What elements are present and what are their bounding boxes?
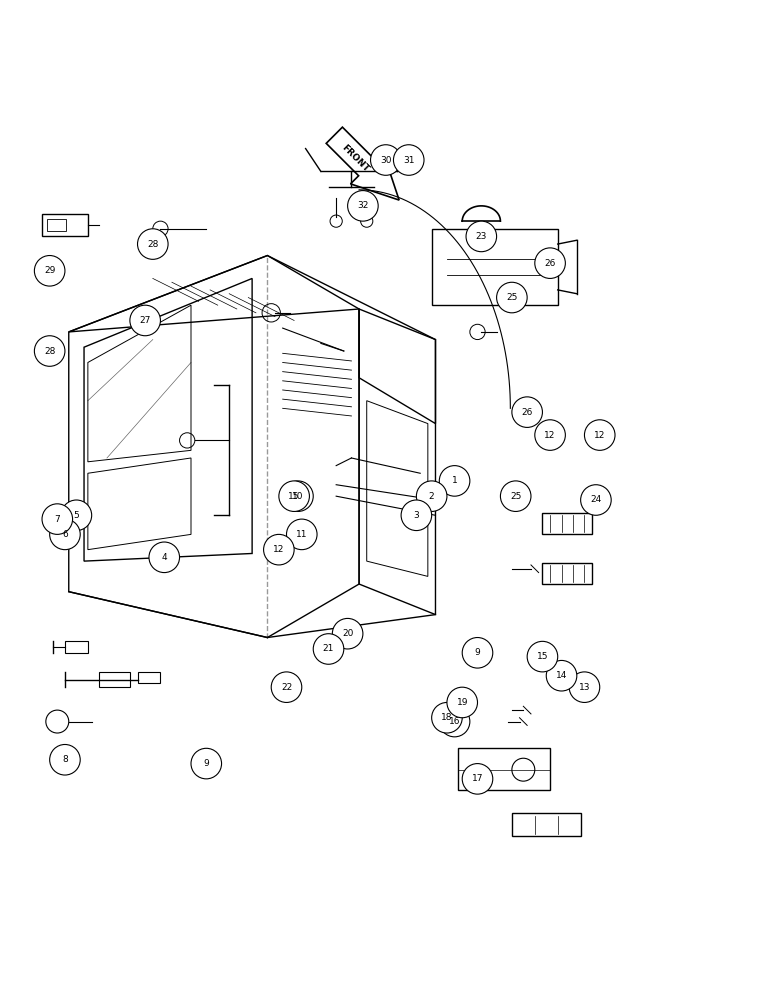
Circle shape — [61, 500, 92, 531]
Circle shape — [50, 744, 80, 775]
Text: 26: 26 — [522, 408, 533, 417]
Text: 10: 10 — [292, 492, 304, 501]
Circle shape — [432, 702, 462, 733]
Circle shape — [279, 481, 309, 511]
Circle shape — [286, 519, 317, 550]
Text: 11: 11 — [296, 530, 308, 539]
Circle shape — [264, 534, 294, 565]
Text: 13: 13 — [578, 683, 591, 692]
Circle shape — [546, 660, 577, 691]
Circle shape — [138, 229, 168, 259]
Text: 18: 18 — [441, 713, 453, 722]
Text: 32: 32 — [358, 201, 368, 210]
Text: 12: 12 — [274, 545, 284, 554]
Circle shape — [393, 145, 424, 175]
Text: 3: 3 — [413, 511, 419, 520]
Text: 25: 25 — [507, 293, 517, 302]
Circle shape — [500, 481, 531, 511]
Text: 7: 7 — [54, 515, 60, 524]
Circle shape — [416, 481, 447, 511]
Text: 28: 28 — [147, 240, 158, 249]
Text: 12: 12 — [594, 431, 605, 440]
Circle shape — [584, 420, 615, 450]
Circle shape — [283, 481, 313, 511]
Circle shape — [401, 500, 432, 531]
Text: FRONT: FRONT — [340, 143, 371, 174]
Circle shape — [527, 641, 558, 672]
Text: 17: 17 — [471, 774, 484, 783]
Text: 30: 30 — [380, 156, 392, 165]
Circle shape — [191, 748, 222, 779]
Circle shape — [466, 221, 497, 252]
Text: 21: 21 — [323, 644, 334, 653]
Circle shape — [497, 282, 527, 313]
Circle shape — [462, 764, 493, 794]
Text: 5: 5 — [73, 511, 79, 520]
Text: 8: 8 — [62, 755, 68, 764]
Circle shape — [42, 504, 73, 534]
Text: 29: 29 — [44, 266, 55, 275]
Text: 25: 25 — [510, 492, 521, 501]
Circle shape — [512, 397, 542, 427]
Text: 22: 22 — [281, 683, 292, 692]
Text: 9: 9 — [203, 759, 209, 768]
Circle shape — [581, 485, 611, 515]
Circle shape — [50, 519, 80, 550]
Circle shape — [535, 248, 565, 278]
Circle shape — [34, 336, 65, 366]
Circle shape — [34, 256, 65, 286]
Text: 31: 31 — [403, 156, 415, 165]
Circle shape — [535, 420, 565, 450]
Circle shape — [348, 191, 378, 221]
Circle shape — [569, 672, 600, 702]
Text: 9: 9 — [474, 648, 481, 657]
Circle shape — [149, 542, 180, 573]
Circle shape — [439, 706, 470, 737]
Circle shape — [332, 618, 363, 649]
Text: 12: 12 — [545, 431, 555, 440]
Text: 24: 24 — [591, 495, 601, 504]
Text: 14: 14 — [556, 671, 567, 680]
Text: 1: 1 — [452, 476, 458, 485]
Text: 4: 4 — [161, 553, 167, 562]
Text: 15: 15 — [536, 652, 549, 661]
Text: 27: 27 — [140, 316, 151, 325]
Text: 2: 2 — [429, 492, 435, 501]
Circle shape — [371, 145, 401, 175]
Circle shape — [447, 687, 478, 718]
Text: 26: 26 — [545, 259, 555, 268]
Circle shape — [439, 466, 470, 496]
Text: 6: 6 — [62, 530, 68, 539]
Circle shape — [130, 305, 160, 336]
Circle shape — [462, 638, 493, 668]
Circle shape — [313, 634, 344, 664]
Text: 23: 23 — [476, 232, 487, 241]
Text: 15: 15 — [288, 492, 300, 501]
Text: 28: 28 — [44, 347, 55, 356]
Text: 16: 16 — [448, 717, 461, 726]
Text: 20: 20 — [342, 629, 353, 638]
Text: 19: 19 — [456, 698, 468, 707]
Circle shape — [271, 672, 302, 702]
